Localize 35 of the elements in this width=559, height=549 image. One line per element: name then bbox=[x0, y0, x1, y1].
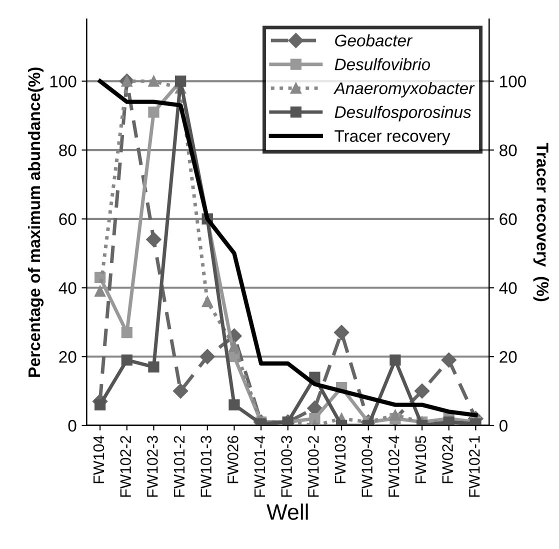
y2-tick-label: 20 bbox=[500, 351, 517, 363]
y-tick-label: 80 bbox=[59, 144, 76, 156]
x-tick-label: FW105 bbox=[415, 436, 426, 484]
x-tick-label: FW100-3 bbox=[281, 436, 292, 497]
y2-tick-label: 60 bbox=[500, 213, 517, 226]
y2-tick-label: 80 bbox=[500, 144, 517, 156]
x-tick-label: FW102-4 bbox=[388, 436, 400, 497]
x-tick-label: FW101-4 bbox=[254, 436, 266, 497]
x-tick-label: FW100-4 bbox=[362, 436, 372, 497]
x-tick-label: FW102-2 bbox=[120, 436, 131, 497]
legend-label: Geobacter bbox=[335, 34, 413, 46]
y-tick-label: 60 bbox=[59, 213, 76, 226]
x-tick-label: FW102-3 bbox=[147, 436, 158, 497]
x-tick-label: FW024 bbox=[442, 436, 453, 484]
y2-axis-title: Tracer recovery (%) bbox=[533, 142, 549, 302]
legend-label: Desulfosporosinus bbox=[334, 106, 472, 122]
y2-tick-label: 0 bbox=[500, 420, 508, 432]
y-tick-label: 20 bbox=[59, 351, 76, 363]
legend-label: Tracer recovery bbox=[334, 130, 450, 146]
x-tick-label: FW103 bbox=[334, 436, 346, 484]
x-tick-label: FW101-2 bbox=[174, 436, 185, 497]
legend-label: Desulfovibrio bbox=[334, 58, 430, 70]
x-tick-label: FW100-2 bbox=[308, 436, 319, 497]
y2-tick-label: 40 bbox=[499, 282, 517, 294]
y-axis-title: Percentage of maximum abundance(%) bbox=[28, 68, 44, 377]
y-tick-label: 40 bbox=[58, 282, 76, 294]
y2-tick-label: 100 bbox=[500, 76, 526, 88]
x-tick-label: FW101-3 bbox=[200, 436, 212, 497]
legend-label: Anaeromyxobacter bbox=[333, 82, 475, 98]
x-tick-label: FW104 bbox=[93, 436, 104, 484]
x-axis-title: Well bbox=[266, 504, 308, 520]
x-tick-label: FW102-1 bbox=[468, 436, 480, 497]
x-tick-label: FW026 bbox=[228, 436, 238, 484]
y-tick-label: 100 bbox=[50, 76, 76, 88]
y-tick-label: 0 bbox=[68, 420, 76, 432]
